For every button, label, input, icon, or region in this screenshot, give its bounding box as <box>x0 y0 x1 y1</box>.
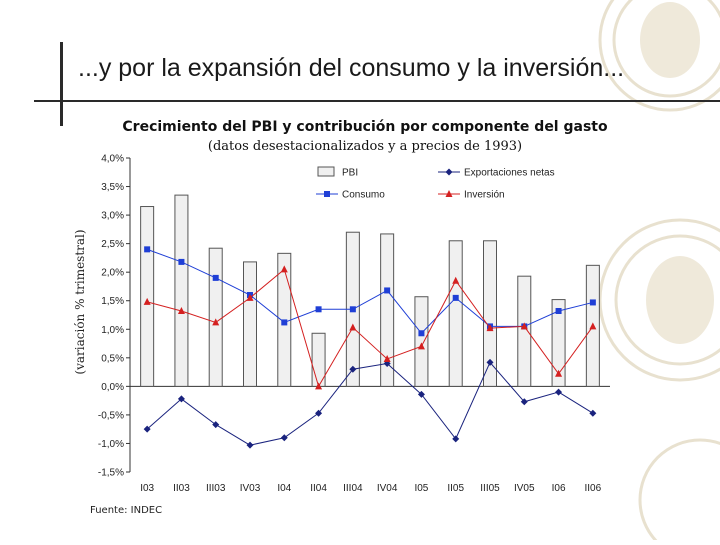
point-consumo <box>212 274 219 281</box>
point-exportaciones-netas <box>315 409 323 417</box>
bar-pbi <box>174 194 189 387</box>
point-inversion <box>589 322 597 330</box>
x-tick-label: I04 <box>277 483 291 494</box>
point-inversion <box>452 276 460 284</box>
point-consumo <box>555 308 562 315</box>
y-tick-label: 0,5% <box>101 353 124 364</box>
bar-pbi <box>483 240 497 387</box>
title-accent-vertical-line <box>60 42 63 126</box>
point-inversion <box>520 322 528 330</box>
y-tick-label: 2,0% <box>101 268 124 279</box>
x-tick-label: III03 <box>206 483 226 494</box>
x-tick-label: III04 <box>343 483 363 494</box>
y-tick-label: -1,5% <box>98 468 124 479</box>
point-inversion <box>280 265 288 273</box>
y-tick-label: 3,5% <box>101 182 124 193</box>
x-tick-label: II04 <box>310 483 327 494</box>
page-title: ...y por la expansión del consumo y la i… <box>78 54 625 82</box>
y-tick-label: 3,0% <box>101 211 124 222</box>
chart-subtitle: (datos desestacionalizados y a precios d… <box>208 139 522 154</box>
point-consumo <box>144 246 151 253</box>
legend-label-exportaciones-netas: Exportaciones netas <box>464 168 555 179</box>
bar-pbi <box>517 275 532 387</box>
bar-pbi <box>414 296 429 387</box>
point-exportaciones-netas <box>520 398 528 406</box>
point-inversion <box>315 382 323 390</box>
y-tick-label: -1,0% <box>98 439 124 450</box>
point-consumo <box>384 287 391 294</box>
point-consumo <box>178 258 185 265</box>
point-inversion <box>212 318 220 326</box>
x-tick-label: II06 <box>585 483 602 494</box>
point-consumo <box>589 299 596 306</box>
y-tick-label: -0,5% <box>98 410 124 421</box>
point-exportaciones-netas <box>280 434 288 442</box>
point-inversion <box>177 307 185 315</box>
point-consumo <box>452 294 459 301</box>
point-exportaciones-netas <box>486 358 494 366</box>
point-inversion <box>486 324 494 332</box>
bar-pbi <box>551 299 566 387</box>
point-exportaciones-netas <box>349 365 357 373</box>
x-tick-label: I06 <box>552 483 566 494</box>
point-consumo <box>281 319 288 326</box>
y-tick-label: 4,0% <box>101 154 124 165</box>
point-inversion <box>383 354 391 362</box>
legend-label-pbi: PBI <box>342 168 358 179</box>
bar-pbi <box>448 240 463 387</box>
point-inversion <box>246 293 254 301</box>
line-exportaciones-netas <box>146 361 594 446</box>
y-tick-label: 0,0% <box>101 382 124 393</box>
x-tick-label: II05 <box>447 483 464 494</box>
bar-pbi <box>380 233 395 387</box>
legend-marker-consumo <box>324 191 330 197</box>
point-exportaciones-netas <box>589 409 597 417</box>
point-exportaciones-netas <box>177 395 185 403</box>
point-exportaciones-netas <box>417 390 425 398</box>
bar-pbi <box>140 206 155 387</box>
x-tick-label: IV04 <box>377 483 398 494</box>
legend-swatch-pbi <box>317 166 335 177</box>
y-tick-label: 1,0% <box>101 325 124 336</box>
line-inversion <box>147 268 594 388</box>
point-inversion <box>555 369 563 377</box>
title-accent-horizontal-line <box>34 100 720 102</box>
point-consumo <box>315 306 322 313</box>
x-tick-label: IV05 <box>514 483 535 494</box>
bar-pbi <box>243 261 257 387</box>
legend-marker-inversion <box>445 190 453 197</box>
y-axis-label: (variación % trimestral) <box>73 229 87 374</box>
source-note: Fuente: INDEC <box>90 505 162 516</box>
point-exportaciones-netas <box>246 441 254 449</box>
point-inversion <box>349 323 357 331</box>
point-exportaciones-netas <box>555 388 563 396</box>
legend-label-inversion: Inversión <box>464 190 505 201</box>
point-inversion <box>417 342 425 350</box>
x-tick-label: II03 <box>173 483 190 494</box>
point-consumo <box>349 306 356 313</box>
x-tick-label: III05 <box>480 483 500 494</box>
x-tick-label: I05 <box>414 483 428 494</box>
point-inversion <box>143 297 151 305</box>
legend-label-consumo: Consumo <box>342 190 385 201</box>
seal-watermark <box>530 0 720 545</box>
point-exportaciones-netas <box>452 435 460 443</box>
point-exportaciones-netas <box>212 421 220 429</box>
x-tick-label: IV03 <box>240 483 261 494</box>
point-exportaciones-netas <box>143 425 151 433</box>
point-consumo <box>418 330 425 337</box>
legend-marker-exportaciones-netas <box>445 168 453 176</box>
chart-title: Crecimiento del PBI y contribución por c… <box>122 119 608 135</box>
y-tick-label: 2,5% <box>101 239 124 250</box>
bar-pbi <box>208 247 223 387</box>
y-tick-label: 1,5% <box>101 296 124 307</box>
x-tick-label: I03 <box>140 483 154 494</box>
